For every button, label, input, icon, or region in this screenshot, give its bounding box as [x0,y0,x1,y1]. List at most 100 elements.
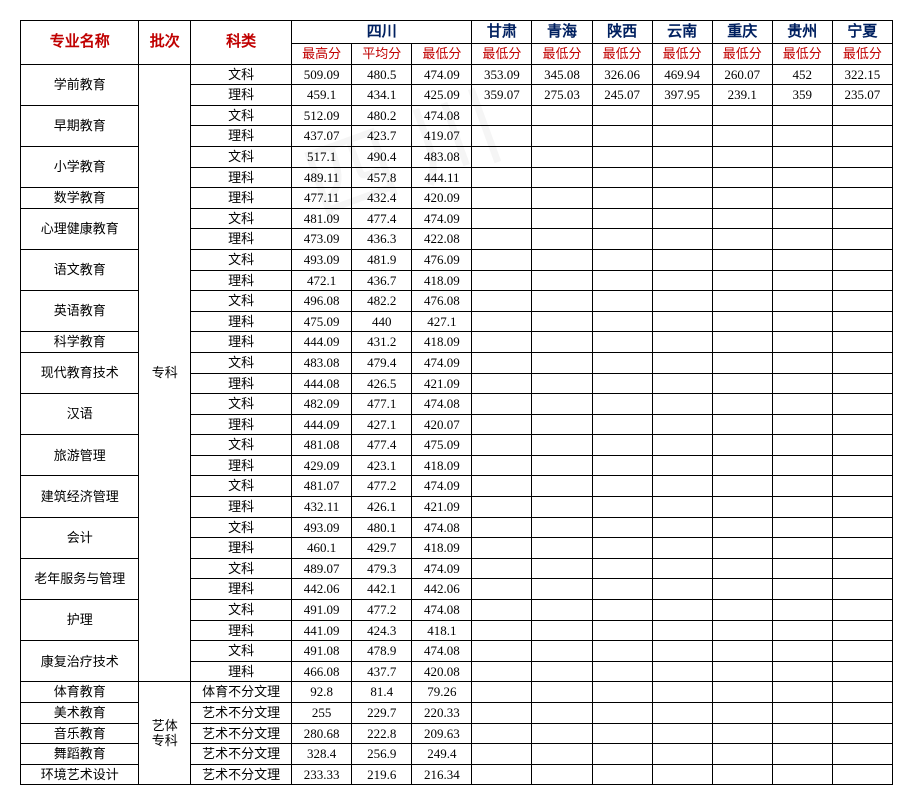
cell-score: 429.09 [292,455,352,476]
cell-score: 425.09 [412,85,472,106]
cell-score [652,579,712,600]
cell-score: 475.09 [292,311,352,332]
cell-score [712,497,772,518]
cell-score: 421.09 [412,497,472,518]
cell-score [772,641,832,662]
cell-score: 418.09 [412,455,472,476]
cell-score [652,600,712,621]
cell-score [532,208,592,229]
cell-score [472,332,532,353]
cell-score [592,105,652,126]
cell-score [472,270,532,291]
cell-score [712,332,772,353]
cell-score [772,620,832,641]
cell-subject: 文科 [191,517,292,538]
cell-score: 477.2 [352,600,412,621]
cell-major: 会计 [21,517,139,558]
cell-major: 美术教育 [21,703,139,724]
cell-subject: 理科 [191,661,292,682]
cell-major: 语文教育 [21,249,139,290]
cell-score: 219.6 [352,764,412,785]
cell-major: 小学教育 [21,146,139,187]
cell-score [772,476,832,497]
cell-score [712,394,772,415]
cell-score: 474.08 [412,600,472,621]
cell-score: 422.08 [412,229,472,250]
cell-score [592,641,652,662]
cell-score [532,332,592,353]
cell-score [592,188,652,209]
cell-score: 235.07 [832,85,892,106]
cell-score: 517.1 [292,146,352,167]
hdr-min-yn: 最低分 [652,44,712,65]
cell-subject: 体育不分文理 [191,682,292,703]
cell-score [532,188,592,209]
cell-score [652,208,712,229]
cell-score [832,703,892,724]
cell-score [712,105,772,126]
cell-score: 459.1 [292,85,352,106]
cell-score [772,538,832,559]
cell-score [472,497,532,518]
cell-major: 环境艺术设计 [21,764,139,785]
cell-score [832,208,892,229]
cell-score [772,249,832,270]
cell-subject: 理科 [191,270,292,291]
cell-score [712,311,772,332]
cell-score [832,558,892,579]
hdr-max: 最高分 [292,44,352,65]
cell-score [472,146,532,167]
cell-score [532,249,592,270]
cell-score [532,538,592,559]
cell-score [772,146,832,167]
cell-score: 480.1 [352,517,412,538]
cell-subject: 文科 [191,394,292,415]
cell-score [532,600,592,621]
cell-score: 418.09 [412,270,472,291]
cell-score: 255 [292,703,352,724]
cell-score [592,538,652,559]
cell-score [592,229,652,250]
cell-score: 216.34 [412,764,472,785]
cell-score: 483.08 [292,352,352,373]
cell-subject: 理科 [191,126,292,147]
cell-score: 233.33 [292,764,352,785]
cell-score [652,497,712,518]
cell-score [772,600,832,621]
cell-score [472,661,532,682]
cell-score: 444.09 [292,414,352,435]
cell-score: 229.7 [352,703,412,724]
cell-score: 423.1 [352,455,412,476]
cell-score: 81.4 [352,682,412,703]
cell-score [652,455,712,476]
cell-subject: 文科 [191,291,292,312]
cell-major: 心理健康教育 [21,208,139,249]
cell-major: 数学教育 [21,188,139,209]
cell-subject: 艺术不分文理 [191,744,292,765]
cell-score [652,620,712,641]
cell-score [652,661,712,682]
cell-score [532,703,592,724]
cell-score [472,291,532,312]
cell-major: 汉语 [21,394,139,435]
cell-score [472,517,532,538]
hdr-chongqing: 重庆 [712,21,772,44]
cell-score: 328.4 [292,744,352,765]
cell-score [712,373,772,394]
cell-score [472,744,532,765]
cell-score: 209.63 [412,723,472,744]
cell-score [472,126,532,147]
cell-score [472,579,532,600]
cell-score [652,476,712,497]
cell-major: 学前教育 [21,64,139,105]
cell-score: 420.09 [412,188,472,209]
cell-score [532,455,592,476]
cell-score [832,435,892,456]
cell-score: 474.08 [412,394,472,415]
cell-score: 474.09 [412,558,472,579]
hdr-shaanxi: 陕西 [592,21,652,44]
cell-score [532,497,592,518]
cell-score: 427.1 [352,414,412,435]
cell-score [772,188,832,209]
cell-score: 256.9 [352,744,412,765]
